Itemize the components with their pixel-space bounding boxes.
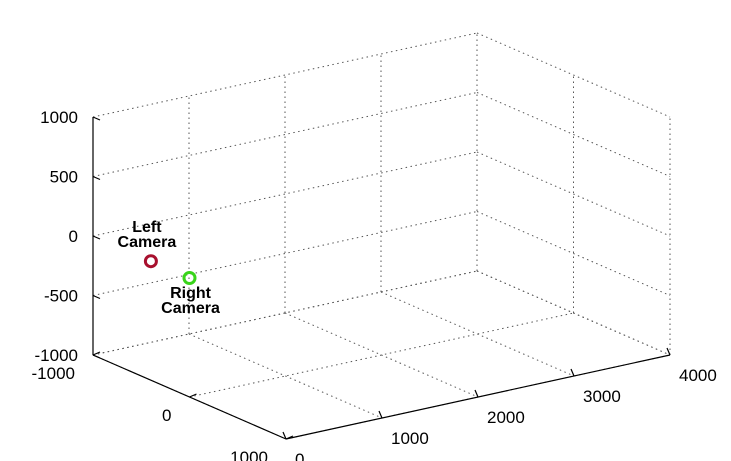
x-tick-label: -1000 [32, 364, 75, 383]
x-tick-label: 1000 [230, 448, 268, 461]
camera-label: Camera [161, 300, 220, 317]
z-tick-label: 1000 [40, 108, 78, 127]
z-tick-label: -1000 [35, 346, 78, 365]
camera-label: Camera [118, 234, 177, 251]
x-tick-mark [285, 435, 294, 440]
x-tick-mark [92, 351, 101, 356]
y-tick-label: 3000 [583, 387, 621, 406]
y-tick-mark [282, 431, 287, 440]
x-tick-mark [189, 393, 197, 398]
z-tick-label: -500 [44, 287, 78, 306]
camera-marker [182, 271, 197, 285]
grid-line [284, 312, 479, 398]
grid-line [92, 270, 478, 356]
z-tick-mark [92, 294, 101, 300]
grid-layer [92, 32, 671, 440]
y-tick-label: 0 [295, 450, 304, 461]
y-tick-label: 1000 [391, 429, 429, 448]
y-tick-mark [570, 368, 575, 377]
axis-layer [92, 116, 671, 440]
grid-line [92, 151, 478, 237]
grid-line [92, 92, 478, 177]
y-tick-mark [378, 410, 383, 419]
z-tick-label: 0 [69, 227, 78, 246]
z-tick-mark [92, 116, 101, 121]
y-tick-mark [666, 347, 671, 356]
grid-line [189, 312, 574, 398]
camera-label: Left [132, 219, 162, 236]
z-tick-mark [92, 354, 101, 359]
camera-label: Right [170, 285, 212, 302]
z-tick-label: 500 [50, 168, 78, 187]
grid-line [92, 211, 478, 296]
y-tick-label: 4000 [679, 366, 717, 385]
grid-line [380, 291, 575, 377]
grid-line [92, 32, 478, 118]
camera-marker [143, 254, 158, 269]
grid-line [476, 32, 671, 118]
z-tick-mark [92, 175, 101, 181]
z-tick-mark [92, 235, 101, 240]
y-tick-label: 2000 [487, 408, 525, 427]
x-tick-label: 0 [162, 406, 171, 425]
grid-line [188, 333, 383, 419]
y-tick-mark [474, 389, 479, 398]
grid-line [476, 92, 671, 177]
tick-labels: -1000 -500 0 500 1000 -1000 0 1000 0 1000 2000 3000… [32, 108, 717, 461]
data-markers [143, 254, 197, 285]
grid-line [476, 151, 671, 237]
grid-line [476, 211, 671, 296]
grid-line [476, 270, 671, 356]
